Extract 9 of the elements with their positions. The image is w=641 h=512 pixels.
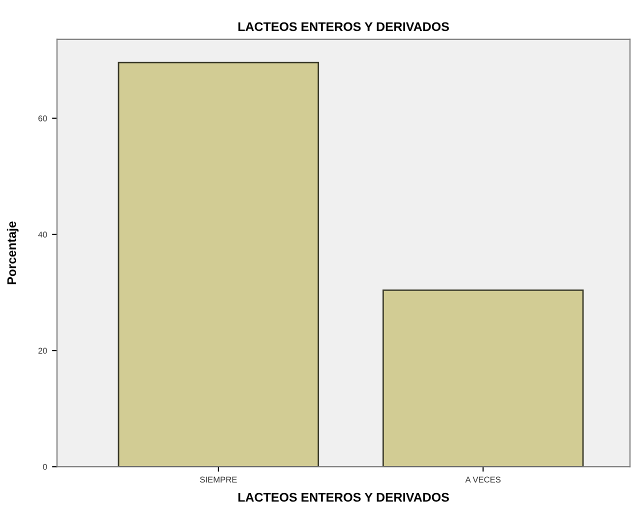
y-tick-label: 0 [42, 464, 47, 470]
x-tick-label: SIEMPRE [200, 476, 237, 483]
x-tick-label: A VECES [465, 476, 501, 483]
y-tick-label: 60 [38, 115, 47, 122]
y-tick-label: 20 [38, 348, 47, 354]
y-tick-label: 40 [38, 232, 47, 238]
y-axis-title: Porcentaje [6, 221, 19, 284]
chart-title: LACTEOS ENTEROS Y DERIVADOS [238, 22, 449, 32]
x-axis-title: LACTEOS ENTEROS Y DERIVADOS [238, 492, 449, 502]
